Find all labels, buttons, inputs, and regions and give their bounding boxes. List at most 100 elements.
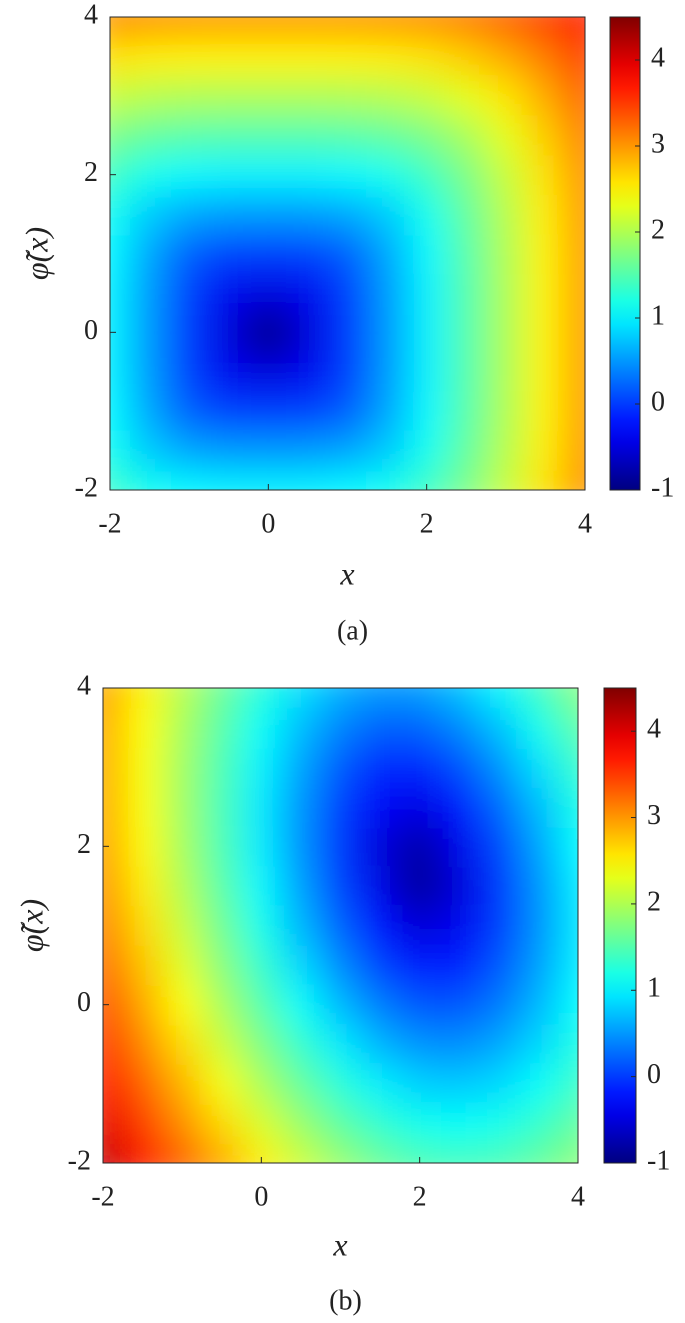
contour-cell (360, 984, 401, 1025)
contour-cell (201, 786, 243, 828)
contour-cell (558, 688, 578, 709)
contour-cell (486, 76, 527, 117)
contour-cell (248, 470, 289, 490)
contour-cell (162, 1024, 203, 1065)
contour-cell (399, 1064, 440, 1105)
contour-cell (129, 115, 170, 156)
contour-cell (479, 747, 520, 788)
contour-cell (129, 312, 170, 353)
contour-cell (399, 905, 440, 946)
contour-cell (486, 352, 527, 392)
contour-cell (110, 154, 131, 195)
contour-cell (367, 430, 408, 471)
contour-cell (327, 273, 368, 314)
contour-cell (201, 1024, 243, 1065)
contour-cell (162, 984, 203, 1025)
contour-cell (169, 470, 210, 490)
contour-cell (241, 747, 282, 788)
contour-cell (486, 273, 527, 314)
contour-cell (479, 786, 520, 828)
contour-cell (162, 905, 203, 946)
contour-cell (129, 76, 170, 117)
contour-cell (122, 1024, 163, 1065)
contour-cell (281, 1064, 322, 1105)
contour-cell (486, 430, 527, 471)
x-tick-label: 2 (420, 508, 434, 539)
contour-cell (486, 17, 527, 38)
contour-cell (201, 866, 243, 907)
contour-cell (103, 1064, 124, 1105)
contour-cell (406, 194, 447, 235)
contour-cell (446, 233, 487, 274)
contour-cell (110, 430, 131, 471)
contour-cell (129, 154, 170, 195)
contour-cell (103, 945, 124, 986)
contour-cell (525, 312, 566, 353)
contour-cell (518, 1143, 559, 1163)
contour-cell (367, 233, 408, 274)
contour-cell (169, 430, 210, 471)
contour-cell (479, 984, 520, 1025)
contour-cell (288, 115, 329, 156)
contour-cell (129, 470, 170, 490)
contour-cell (479, 688, 520, 709)
contour-cell (399, 707, 440, 748)
colorbar-tick-label: 2 (647, 886, 661, 917)
contour-cell (162, 786, 203, 828)
contour-cell (327, 312, 368, 353)
contour-cell (360, 866, 401, 907)
contour-cell (367, 194, 408, 235)
contour-cell (367, 470, 408, 490)
contour-cell (169, 115, 210, 156)
contour-cell (446, 430, 487, 471)
contour-cell (241, 1103, 282, 1144)
contour-cell (169, 233, 210, 274)
contour-cell (320, 905, 361, 946)
contour-cell (201, 1103, 243, 1144)
contour-cell (241, 1064, 282, 1105)
contour-cell (169, 154, 210, 195)
contour-cell (122, 747, 163, 788)
contour-cell (208, 273, 250, 314)
contour-cell (367, 312, 408, 353)
contour-cell (241, 945, 282, 986)
contour-cell (201, 1143, 243, 1163)
contour-cell (406, 36, 447, 77)
contour-cell (439, 905, 480, 946)
contour-cell (439, 984, 480, 1025)
contour-cell (406, 273, 447, 314)
contour-cell (103, 747, 124, 788)
contour-cell (248, 154, 289, 195)
contour-cell (288, 36, 329, 77)
contour-cell (248, 36, 289, 77)
contour-cell (360, 707, 401, 748)
contour-cell (525, 233, 566, 274)
contour-cell (248, 233, 289, 274)
contour-cell (110, 233, 131, 274)
contour-cell (565, 17, 585, 38)
contour-cell (320, 984, 361, 1025)
contour-cell (360, 945, 401, 986)
contour-cell (288, 470, 329, 490)
contour-cell (360, 1143, 401, 1163)
y-axis-label: φ̃(x) (18, 227, 54, 280)
contour-cell (406, 115, 447, 156)
contour-cell (486, 36, 527, 77)
contour-cell (446, 115, 487, 156)
contour-cell (103, 1103, 124, 1144)
contour-cell (103, 707, 124, 748)
plot-area (110, 17, 585, 490)
contour-cell (479, 866, 520, 907)
contour-cell (565, 312, 585, 353)
contour-cell (162, 1143, 203, 1163)
contour-cell (360, 1103, 401, 1144)
contour-cell (486, 154, 527, 195)
contour-cell (110, 352, 131, 392)
contour-cell (201, 688, 243, 709)
contour-cell (367, 154, 408, 195)
contour-cell (129, 194, 170, 235)
contour-cell (479, 707, 520, 748)
contour-cell (110, 312, 131, 353)
